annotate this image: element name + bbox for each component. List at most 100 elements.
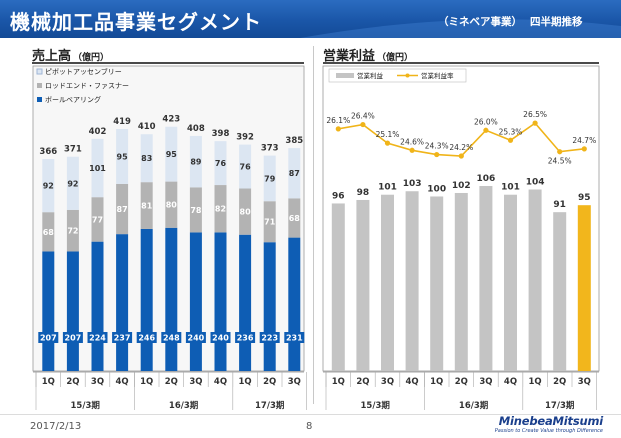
op-margin-label-9: 24.5% [548, 157, 572, 166]
sales-bar-pivot-2 [91, 138, 104, 198]
slide-title: 機械加工品事業セグメント [10, 10, 262, 34]
op-period-label-0: 15/3期 [361, 400, 391, 411]
op-bar-label-8: 104 [526, 177, 545, 187]
footer-rule [0, 414, 621, 415]
op-bar-label-7: 101 [501, 183, 520, 193]
op-bar-9 [553, 212, 567, 371]
sales-label-rod-5: 80 [166, 201, 178, 210]
logo-tagline: Passion to Create Value through Differen… [494, 428, 603, 434]
sales-quarter-tick-8: 1Q [239, 377, 252, 387]
legend-label-op-income: 営業利益 [357, 71, 384, 80]
legend-marker-op-margin [405, 73, 410, 78]
sales-total-5: 423 [162, 115, 180, 125]
sales-bar-rod-6 [189, 187, 202, 233]
op-bar-6 [479, 186, 493, 371]
op-bar-4 [430, 196, 444, 371]
segment-label: （ミネベア事業） [438, 16, 522, 28]
op-period-label-1: 16/3期 [459, 400, 489, 411]
sales-bar-rod-3 [116, 183, 129, 235]
op-bar-10 [577, 205, 591, 371]
page-number: 8 [306, 421, 313, 432]
sales-label-bg-ball-8 [235, 332, 256, 343]
sales-quarter-tick-4: 1Q [140, 377, 153, 387]
op-bar-label-4: 100 [427, 184, 446, 194]
legend-swatch-op-income [336, 73, 354, 78]
op-bar-label-2: 101 [378, 183, 397, 193]
sales-total-4: 410 [138, 122, 156, 132]
sales-label-bg-ball-6 [185, 332, 206, 343]
sales-label-pivot-3: 95 [117, 152, 129, 161]
sales-total-9: 373 [261, 144, 279, 154]
sales-label-pivot-7: 76 [215, 159, 227, 168]
op-margin-point-5 [458, 153, 464, 159]
op-bar-0 [331, 203, 345, 371]
sales-quarter-tick-3: 4Q [116, 377, 129, 387]
sales-label-bg-ball-3 [112, 332, 133, 343]
header-swoosh [300, 19, 621, 38]
op-quarter-tick-5: 2Q [455, 377, 468, 387]
slide-header: 機械加工品事業セグメント （ミネベア事業） 四半期推移 [0, 0, 621, 38]
sales-label-pivot-10: 87 [289, 169, 300, 178]
sales-label-ball-10: 231 [286, 334, 303, 343]
sales-label-ball-0: 207 [40, 334, 57, 343]
sales-label-rod-6: 78 [190, 206, 202, 215]
sales-total-6: 408 [187, 124, 205, 134]
sales-label-pivot-0: 92 [43, 182, 54, 191]
sales-label-bg-ball-10 [284, 332, 305, 343]
sales-label-rod-8: 80 [240, 208, 252, 217]
sales-quarter-tick-10: 3Q [288, 377, 301, 387]
company-logo: MinebeaMitsumi Passion to Create Value t… [495, 414, 603, 434]
op-margin-point-1 [360, 121, 366, 128]
footer-date: 2017/2/13 [30, 421, 82, 432]
sales-quarter-tick-9: 2Q [263, 377, 276, 387]
sales-panel-title: 売上高 （億円） [32, 45, 109, 64]
sales-period-label-0: 15/3期 [71, 400, 101, 411]
op-legend: 営業利益 営業利益率 [328, 68, 467, 83]
sales-quarter-tick-7: 4Q [214, 377, 227, 387]
op-bar-3 [405, 191, 419, 371]
op-bar-2 [381, 194, 394, 371]
sales-total-7: 398 [212, 129, 230, 139]
sales-label-rod-3: 87 [117, 205, 128, 214]
op-title-rule [323, 62, 599, 64]
op-margin-label-6: 26.0% [474, 117, 498, 126]
sales-total-10: 385 [285, 136, 303, 146]
legend-swatch-rod [37, 83, 42, 88]
sales-bar-rod-7 [214, 185, 227, 233]
op-title: 営業利益 [323, 49, 376, 64]
legend-label-pivot: ピボットアッセンブリー [45, 67, 122, 76]
op-margin-label-0: 26.1% [326, 116, 350, 125]
op-quarter-tick-8: 1Q [529, 377, 542, 387]
op-quarter-tick-0: 1Q [332, 377, 345, 387]
op-quarter-tick-9: 2Q [553, 377, 566, 387]
op-bar-label-6: 106 [477, 174, 496, 184]
op-margin-label-4: 24.3% [425, 142, 449, 151]
sales-bar-rod-4 [140, 182, 153, 229]
op-bar-label-1: 98 [357, 188, 370, 198]
sales-label-bg-ball-2 [87, 332, 108, 343]
op-quarter-tick-1: 2Q [356, 377, 369, 387]
sales-quarter-tick-5: 2Q [165, 377, 178, 387]
sales-label-ball-3: 237 [114, 334, 131, 343]
sales-bar-pivot-10 [288, 148, 301, 199]
sales-label-bg-ball-4 [136, 332, 157, 343]
legend-label-rod: ロッドエンド・ファスナー [45, 82, 129, 90]
op-margin-label-10: 24.7% [572, 136, 596, 145]
op-bar-label-9: 91 [553, 200, 566, 210]
op-margin-label-2: 25.1% [376, 130, 400, 139]
sales-title: 売上高 [32, 49, 72, 64]
sales-label-bg-ball-1 [62, 332, 83, 343]
sales-label-bg-ball-0 [38, 332, 59, 343]
sales-total-2: 402 [89, 127, 107, 137]
op-margin-point-7 [507, 137, 514, 143]
sales-bar-pivot-4 [140, 134, 153, 183]
op-bar-1 [356, 199, 370, 371]
sales-quarter-tick-0: 1Q [42, 377, 55, 387]
sales-bar-rod-2 [91, 197, 104, 242]
op-margin-label-1: 26.4% [351, 112, 375, 121]
sales-label-ball-7: 240 [212, 334, 229, 343]
op-margin-label-5: 24.2% [449, 143, 473, 152]
sales-total-1: 371 [64, 145, 82, 155]
legend-label-ball: ボールベアリング [45, 95, 101, 104]
sales-total-8: 392 [236, 133, 254, 143]
